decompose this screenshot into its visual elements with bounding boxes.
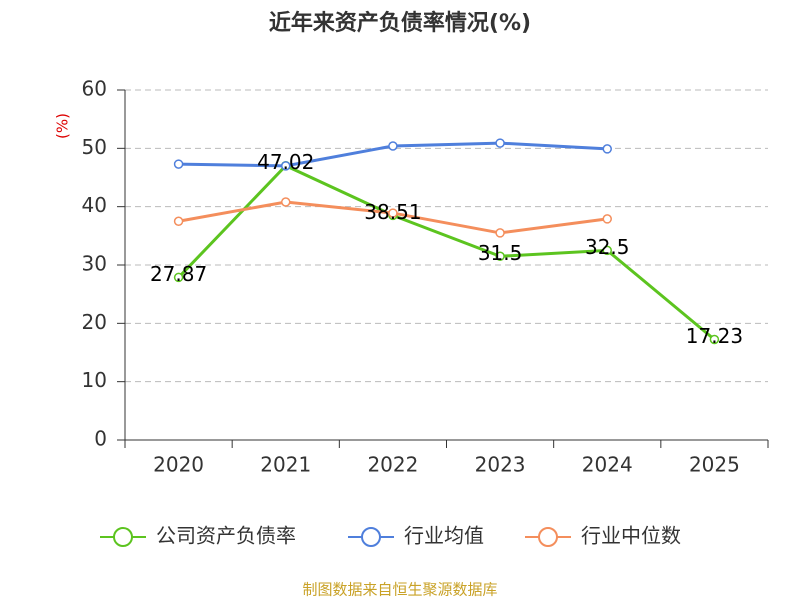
source-note: 制图数据来自恒生聚源数据库 (302, 581, 497, 599)
data-point (709, 334, 720, 345)
x-tick-label: 2024 (582, 453, 633, 477)
data-point (281, 197, 291, 207)
y-tick-label: 20 (82, 310, 107, 334)
y-tick-label: 30 (82, 252, 107, 276)
y-tick-label: 60 (82, 77, 107, 101)
legend-marker (113, 527, 133, 547)
data-point (602, 214, 612, 224)
data-label: 31.5 (478, 241, 523, 265)
data-label: 27.87 (150, 262, 207, 286)
x-tick-label: 2022 (367, 453, 418, 477)
legend-label: 行业中位数 (581, 524, 681, 548)
data-point (495, 138, 505, 148)
legend-marker (361, 527, 381, 547)
y-tick-label: 0 (94, 427, 107, 451)
x-tick-label: 2021 (260, 453, 311, 477)
legend-label: 公司资产负债率 (156, 524, 296, 548)
data-point (495, 228, 505, 238)
chart-title: 近年来资产负债率情况(%) (269, 10, 531, 36)
data-label: 38.51 (364, 200, 421, 224)
data-label: 17.23 (686, 324, 743, 348)
legend-label: 行业均值 (404, 524, 484, 548)
data-point (602, 144, 612, 154)
data-label: 32.5 (585, 235, 630, 259)
data-point (495, 251, 505, 261)
data-point (281, 161, 291, 171)
data-label: 47.02 (257, 150, 314, 174)
y-axis-label: (%) (54, 113, 72, 139)
data-point (388, 208, 398, 218)
data-point (173, 216, 184, 226)
y-tick-label: 50 (82, 135, 107, 159)
series-line (177, 163, 716, 341)
data-point (173, 272, 184, 283)
x-tick-label: 2025 (689, 453, 740, 477)
data-point (388, 141, 398, 151)
legend-marker (538, 527, 558, 547)
y-tick-label: 10 (82, 368, 107, 392)
x-tick-label: 2020 (153, 453, 204, 477)
data-point (602, 245, 612, 256)
y-tick-label: 40 (82, 193, 107, 217)
data-point (173, 159, 184, 169)
x-tick-label: 2023 (475, 453, 526, 477)
